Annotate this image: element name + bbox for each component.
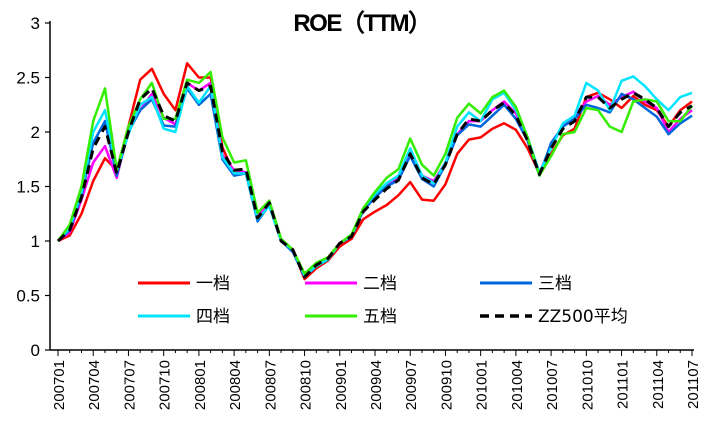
- x-tick-label: 201104: [650, 360, 667, 409]
- x-tick-label: 200910: [438, 360, 455, 410]
- y-tick-label: 0.5: [16, 287, 40, 306]
- x-tick-label: 201101: [615, 360, 632, 409]
- x-axis-ticks: 200701 200704 200707 200710 200801 200804 2008…: [51, 350, 702, 410]
- y-tick-label: 1: [31, 232, 40, 251]
- x-tick-label: 200904: [368, 360, 385, 410]
- y-tick-label: 2.5: [16, 69, 40, 88]
- x-tick-label: 201001: [474, 360, 491, 410]
- chart-title: ROE（TTM）: [293, 10, 430, 37]
- x-tick-label: 200704: [86, 360, 103, 410]
- x-tick-label: 201010: [579, 360, 596, 410]
- x-tick-label: 201007: [544, 360, 561, 410]
- y-tick-label: 0: [31, 341, 40, 360]
- legend-label-3: 四档: [196, 307, 230, 327]
- legend-label-2: 三档: [538, 274, 572, 294]
- x-tick-label: 200907: [403, 360, 420, 410]
- x-tick-label: 200807: [262, 360, 279, 410]
- x-tick-label: 201107: [685, 360, 702, 409]
- y-tick-label: 1.5: [16, 178, 40, 197]
- series-line-1: [57, 81, 693, 278]
- x-tick-label: 200804: [227, 360, 244, 410]
- x-tick-label: 200701: [51, 360, 68, 410]
- legend-label-0: 一档: [196, 274, 230, 294]
- x-tick-label: 200710: [157, 360, 174, 410]
- x-tick-label: 200707: [121, 360, 138, 410]
- y-tick-label: 3: [31, 14, 40, 33]
- series-line-3: [57, 75, 693, 278]
- y-axis-ticks: 0 0.5 1 1.5 2 2.5 3: [16, 14, 50, 360]
- y-tick-label: 2: [31, 123, 40, 142]
- legend-label-1: 二档: [363, 274, 397, 294]
- legend-label-4: 五档: [363, 307, 397, 327]
- series-line-2: [57, 87, 693, 279]
- series-line-5: [56, 81, 693, 279]
- legend-label-5: ZZ500平均: [538, 307, 628, 327]
- x-tick-label: 200901: [333, 360, 350, 410]
- series-lines: [56, 62, 693, 281]
- x-tick-label: 200810: [298, 360, 315, 410]
- series-line-4: [56, 70, 693, 275]
- x-tick-label: 201004: [509, 360, 526, 410]
- x-tick-label: 200801: [192, 360, 209, 410]
